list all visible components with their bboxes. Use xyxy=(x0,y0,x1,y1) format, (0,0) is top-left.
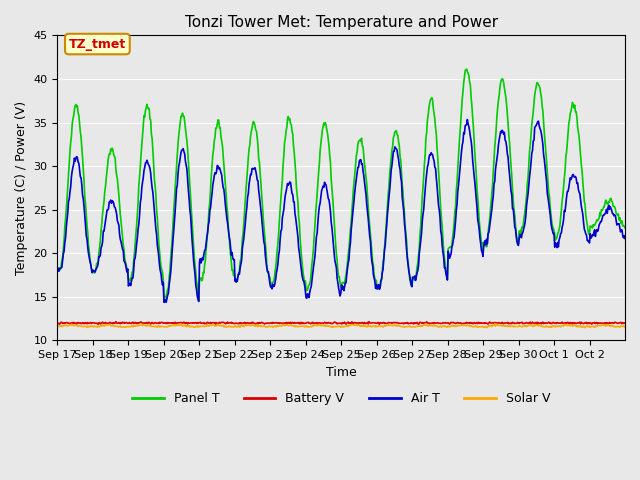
Solar V xyxy=(432,323,440,329)
Battery V xyxy=(225,320,233,326)
Line: Air T: Air T xyxy=(58,120,625,302)
Line: Solar V: Solar V xyxy=(58,324,625,328)
Solar V xyxy=(274,323,282,329)
Y-axis label: Temperature (C) / Power (V): Temperature (C) / Power (V) xyxy=(15,101,28,275)
Air T xyxy=(401,220,408,226)
Battery V xyxy=(415,322,422,327)
Panel T xyxy=(463,66,470,72)
Air T xyxy=(225,233,233,239)
Battery V xyxy=(253,320,261,326)
Air T xyxy=(275,252,282,258)
Solar V xyxy=(54,323,61,328)
Air T xyxy=(621,236,629,241)
Battery V xyxy=(433,320,441,326)
Air T xyxy=(120,258,128,264)
Legend: Panel T, Battery V, Air T, Solar V: Panel T, Battery V, Air T, Solar V xyxy=(127,387,555,410)
Panel T xyxy=(401,211,408,216)
Text: TZ_tmet: TZ_tmet xyxy=(68,37,126,50)
Solar V xyxy=(225,324,232,329)
Air T xyxy=(54,268,61,274)
Panel T xyxy=(621,225,629,231)
Panel T xyxy=(275,230,282,236)
Solar V xyxy=(400,324,408,329)
Solar V xyxy=(581,325,589,331)
Line: Battery V: Battery V xyxy=(58,322,625,324)
Title: Tonzi Tower Met: Temperature and Power: Tonzi Tower Met: Temperature and Power xyxy=(184,15,498,30)
Battery V xyxy=(621,320,629,326)
Air T xyxy=(160,300,168,305)
Air T xyxy=(253,177,261,183)
Battery V xyxy=(121,320,129,325)
Panel T xyxy=(195,297,203,302)
Solar V xyxy=(491,321,499,326)
Battery V xyxy=(112,319,120,324)
Panel T xyxy=(433,131,440,137)
Panel T xyxy=(253,135,261,141)
Panel T xyxy=(225,234,233,240)
X-axis label: Time: Time xyxy=(326,366,356,379)
Battery V xyxy=(401,320,408,326)
Air T xyxy=(463,117,471,122)
Panel T xyxy=(54,267,61,273)
Solar V xyxy=(120,324,128,329)
Line: Panel T: Panel T xyxy=(58,69,625,300)
Battery V xyxy=(54,320,61,325)
Battery V xyxy=(275,320,282,326)
Air T xyxy=(433,175,440,181)
Solar V xyxy=(253,323,260,329)
Solar V xyxy=(621,323,629,329)
Panel T xyxy=(120,247,128,253)
